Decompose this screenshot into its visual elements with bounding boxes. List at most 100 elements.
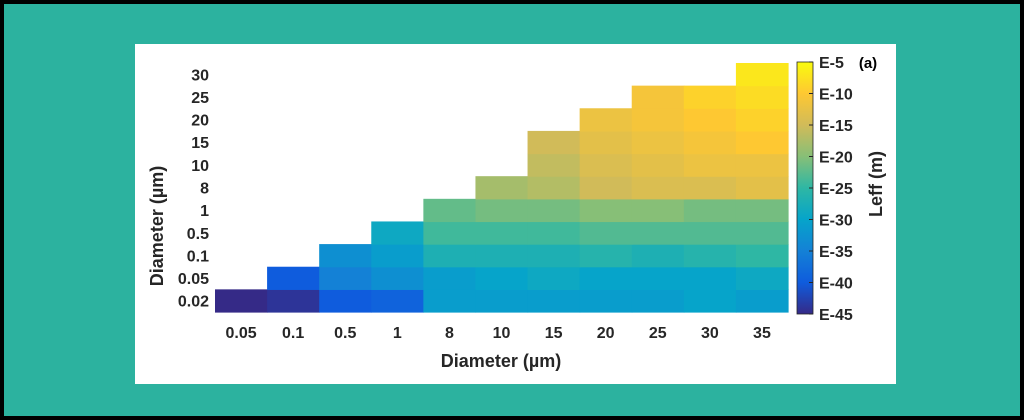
heatmap-cell: [683, 221, 737, 245]
heatmap-cell: [579, 221, 633, 245]
x-tick-label: 8: [445, 325, 454, 342]
x-tick-label: 0.05: [225, 325, 256, 342]
heatmap-cell: [683, 108, 737, 132]
heatmap-cell: [735, 63, 789, 87]
heatmap-cell: [527, 153, 581, 177]
heatmap-cell: [579, 108, 633, 132]
heatmap-cell: [735, 176, 789, 200]
heatmap-cell: [631, 85, 685, 109]
heatmap-cell: [631, 221, 685, 245]
heatmap-cell: [527, 176, 581, 200]
heatmap-cell: [475, 266, 529, 290]
heatmap-cell: [683, 266, 737, 290]
heatmap-cell: [683, 198, 737, 223]
x-tick-label: 0.1: [282, 325, 304, 342]
heatmap-cell: [631, 198, 685, 223]
y-tick-label: 8: [200, 181, 209, 198]
heatmap-cell: [735, 108, 789, 132]
heatmap-cell: [631, 289, 685, 313]
heatmap-cell: [371, 289, 424, 313]
heatmap-cell: [683, 244, 737, 268]
heatmap-cell: [735, 244, 789, 268]
colorbar-tick-label: E-45: [819, 307, 853, 324]
heatmap-cell: [475, 221, 529, 245]
x-tick-label: 30: [701, 325, 719, 342]
x-tick-label: 15: [545, 325, 563, 342]
y-tick-label: 30: [191, 67, 209, 84]
heatmap-cell: [215, 289, 268, 313]
heatmap-cell: [579, 198, 633, 223]
x-tick-label: 25: [649, 325, 667, 342]
heatmap-cell: [579, 289, 633, 313]
heatmap-cell: [527, 266, 581, 290]
heatmap-cell: [423, 198, 477, 223]
heatmap-cell: [735, 266, 789, 290]
heatmap-cell: [423, 289, 477, 313]
y-tick-label: 20: [191, 113, 209, 130]
heatmap-cell: [475, 198, 529, 223]
colorbar-tick-label: E-40: [819, 276, 853, 293]
heatmap-cell: [735, 221, 789, 245]
colorbar-tick-label: E-15: [819, 118, 853, 135]
y-axis-label: Diameter (µm): [147, 166, 167, 286]
heatmap-cell: [371, 244, 424, 268]
heatmap-cell: [267, 289, 320, 313]
colorbar-label: Leff (m): [866, 151, 886, 217]
figure-panel: 0.05 0.1 0.5 1 8 10 15 20 25 30 35 0.02 0.05 0.1 0.5 1…: [135, 44, 896, 384]
y-tick-label: 0.02: [178, 294, 209, 311]
heatmap-cell: [423, 221, 477, 245]
heatmap-cells: [215, 63, 789, 313]
heatmap-cell: [579, 153, 633, 177]
y-tick-label: 15: [191, 135, 209, 152]
outer-frame: 0.05 0.1 0.5 1 8 10 15 20 25 30 35 0.02 0.05 0.1 0.5 1…: [4, 4, 1020, 416]
heatmap-cell: [527, 198, 581, 223]
heatmap-cell: [527, 221, 581, 245]
heatmap-cell: [735, 198, 789, 223]
heatmap-cell: [735, 85, 789, 109]
y-tick-label: 1: [200, 203, 209, 220]
y-tick-label: 0.5: [187, 226, 209, 243]
heatmap-cell: [683, 153, 737, 177]
x-tick-label: 35: [753, 325, 771, 342]
heatmap-cell: [579, 130, 633, 155]
heatmap-cell: [631, 176, 685, 200]
colorbar-tick-label: E-35: [819, 244, 853, 261]
y-tick-label: 0.1: [187, 248, 209, 265]
heatmap-cell: [631, 244, 685, 268]
heatmap-cell: [631, 266, 685, 290]
heatmap-cell: [579, 244, 633, 268]
heatmap-cell: [631, 153, 685, 177]
y-tick-labels: 0.02 0.05 0.1 0.5 1 8 10 15 20 25 30: [178, 67, 209, 310]
colorbar-tick-label: E-10: [819, 87, 853, 104]
heatmap-cell: [319, 289, 372, 313]
heatmap-cell: [631, 130, 685, 155]
heatmap-cell: [475, 289, 529, 313]
heatmap-chart: 0.05 0.1 0.5 1 8 10 15 20 25 30 35 0.02 0.05 0.1 0.5 1…: [147, 55, 886, 371]
heatmap-cell: [527, 289, 581, 313]
y-tick-label: 10: [191, 158, 209, 175]
heatmap-cell: [423, 244, 477, 268]
heatmap-cell: [735, 130, 789, 155]
x-tick-label: 1: [393, 325, 402, 342]
heatmap-cell: [527, 244, 581, 268]
panel-label: (a): [859, 55, 877, 72]
heatmap-cell: [683, 130, 737, 155]
x-tick-label: 10: [493, 325, 511, 342]
heatmap-cell: [683, 85, 737, 109]
heatmap-cell: [371, 221, 424, 245]
x-tick-labels: 0.05 0.1 0.5 1 8 10 15 20 25 30 35: [225, 325, 770, 342]
heatmap-cell: [631, 108, 685, 132]
heatmap-cell: [319, 266, 372, 290]
colorbar-tick-label: E-30: [819, 213, 853, 230]
heatmap-cell: [475, 244, 529, 268]
colorbar-tick-labels: E-5 E-10 E-15 E-20 E-25 E-30 E-35 E-40 E-45: [809, 55, 853, 324]
heatmap-cell: [423, 266, 477, 290]
x-tick-label: 0.5: [334, 325, 356, 342]
heatmap-cell: [371, 266, 424, 290]
heatmap-cell: [319, 244, 372, 268]
heatmap-cell: [579, 176, 633, 200]
heatmap-cell: [527, 130, 581, 155]
heatmap-cell: [267, 266, 320, 290]
y-tick-label: 0.05: [178, 271, 209, 288]
heatmap-cell: [683, 176, 737, 200]
